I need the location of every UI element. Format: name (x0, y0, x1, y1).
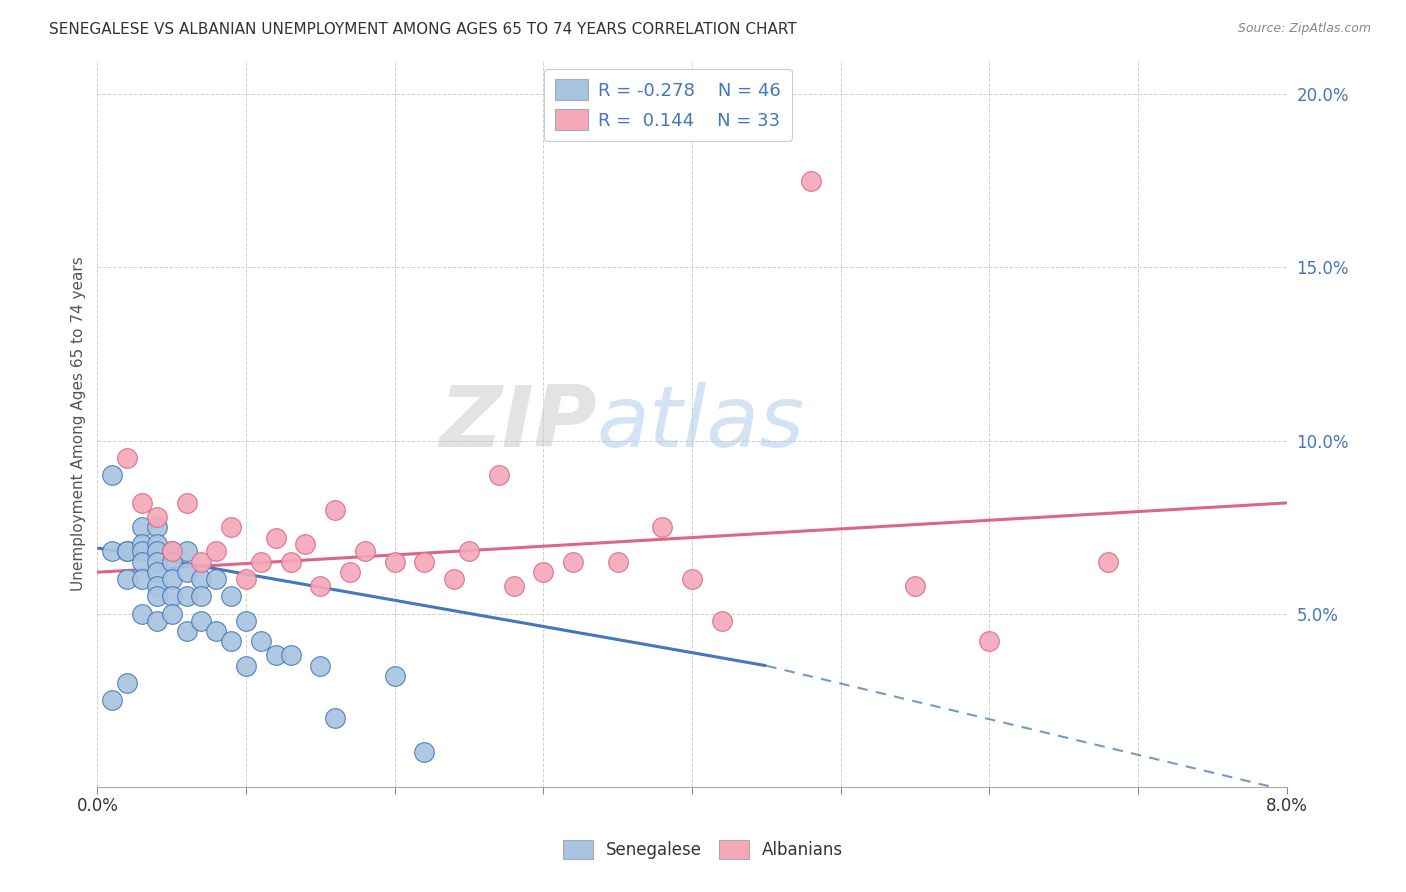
Point (190, 614, 212, 628)
Point (488, 468, 510, 483)
Point (235, 658, 257, 673)
Text: atlas: atlas (596, 382, 804, 465)
Point (339, 565, 361, 579)
Point (681, 572, 703, 586)
Point (146, 509, 169, 524)
Point (190, 590, 212, 604)
Point (160, 572, 183, 586)
Point (131, 555, 153, 569)
Legend: Senegalese, Albanians: Senegalese, Albanians (557, 833, 849, 866)
Point (219, 520, 242, 534)
Point (443, 572, 465, 586)
Point (309, 579, 332, 593)
Text: SENEGALESE VS ALBANIAN UNEMPLOYMENT AMONG AGES 65 TO 74 YEARS CORRELATION CHART: SENEGALESE VS ALBANIAN UNEMPLOYMENT AMON… (49, 22, 797, 37)
Text: ZIP: ZIP (439, 382, 596, 465)
Point (606, 555, 628, 569)
Point (131, 537, 153, 551)
Point (146, 579, 169, 593)
Point (101, 468, 124, 483)
Point (115, 450, 138, 465)
Point (979, 634, 1001, 648)
Point (146, 565, 169, 579)
Point (190, 572, 212, 586)
Point (710, 614, 733, 628)
Point (250, 634, 273, 648)
Point (235, 614, 257, 628)
Point (176, 565, 198, 579)
Point (160, 544, 183, 558)
Point (354, 544, 377, 558)
Text: Source: ZipAtlas.com: Source: ZipAtlas.com (1237, 22, 1371, 36)
Point (115, 544, 138, 558)
Point (458, 544, 481, 558)
Point (264, 648, 287, 663)
Point (146, 614, 169, 628)
Point (384, 555, 406, 569)
Point (131, 607, 153, 621)
Point (146, 537, 169, 551)
Point (146, 520, 169, 534)
Point (235, 572, 257, 586)
Point (160, 590, 183, 604)
Point (264, 531, 287, 545)
Point (131, 520, 153, 534)
Point (219, 590, 242, 604)
Point (205, 572, 228, 586)
Point (1097, 555, 1119, 569)
Point (131, 544, 153, 558)
Point (309, 658, 332, 673)
Point (531, 565, 554, 579)
Point (146, 555, 169, 569)
Point (413, 745, 436, 759)
Point (205, 624, 228, 638)
Point (176, 496, 198, 510)
Legend: R = -0.278    N = 46, R =  0.144    N = 33: R = -0.278 N = 46, R = 0.144 N = 33 (544, 69, 792, 141)
Point (294, 537, 316, 551)
Point (160, 555, 183, 569)
Point (146, 544, 169, 558)
Point (205, 544, 228, 558)
Point (502, 579, 524, 593)
Point (280, 555, 302, 569)
Point (146, 590, 169, 604)
Point (115, 544, 138, 558)
Text: 0.0%: 0.0% (76, 797, 118, 815)
Point (250, 555, 273, 569)
Point (190, 555, 212, 569)
Point (101, 544, 124, 558)
Point (115, 572, 138, 586)
Point (651, 520, 673, 534)
Point (323, 503, 346, 517)
Point (219, 634, 242, 648)
Point (904, 579, 927, 593)
Point (562, 555, 585, 569)
Point (176, 544, 198, 558)
Point (160, 544, 183, 558)
Point (280, 648, 302, 663)
Point (176, 590, 198, 604)
Y-axis label: Unemployment Among Ages 65 to 74 years: Unemployment Among Ages 65 to 74 years (72, 256, 86, 591)
Text: 8.0%: 8.0% (1265, 797, 1308, 815)
Point (115, 676, 138, 690)
Point (323, 711, 346, 725)
Point (384, 669, 406, 683)
Point (800, 174, 823, 188)
Point (131, 572, 153, 586)
Point (413, 555, 436, 569)
Point (131, 496, 153, 510)
Point (101, 693, 124, 707)
Point (176, 624, 198, 638)
Point (160, 607, 183, 621)
